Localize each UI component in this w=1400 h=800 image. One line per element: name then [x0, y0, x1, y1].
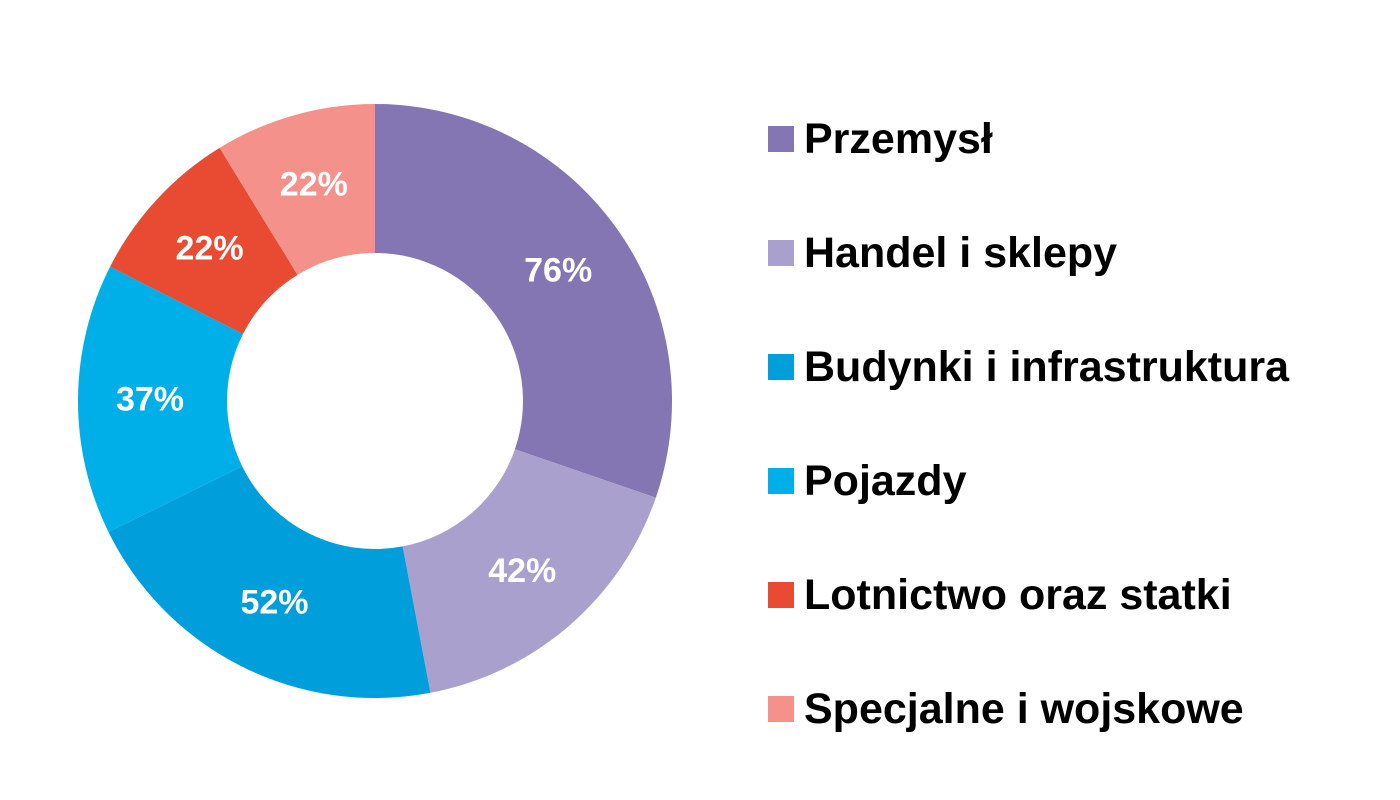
slice-specjalne-i-wojskowe	[219, 104, 375, 275]
slice-label-przemysl: 76%	[524, 251, 592, 289]
legend-item-pojazdy: Pojazdy	[768, 424, 1289, 538]
legend-label: Specjalne i wojskowe	[804, 684, 1244, 733]
slice-label-budynki-i-infrastruktura: 52%	[240, 583, 308, 621]
slice-label-specjalne-i-wojskowe: 22%	[280, 165, 348, 203]
slice-lotnictwo-oraz-statki	[110, 147, 298, 335]
slice-label-handel-i-sklepy: 42%	[488, 552, 556, 590]
legend-swatch	[768, 582, 794, 608]
legend-item-specjalne-i-wojskowe: Specjalne i wojskowe	[768, 652, 1289, 766]
slice-pojazdy	[77, 266, 244, 533]
legend-label: Pojazdy	[804, 456, 967, 505]
slice-przemysl	[375, 104, 672, 498]
legend-item-przemysl: Przemysł	[768, 82, 1289, 196]
legend: Przemysł Handel i sklepy Budynki i infrast…	[768, 82, 1289, 766]
legend-label: Lotnictwo oraz statki	[804, 570, 1232, 619]
slice-handel-i-sklepy	[402, 449, 656, 693]
legend-item-handel-i-sklepy: Handel i sklepy	[768, 196, 1289, 310]
legend-label: Budynki i infrastruktura	[804, 342, 1290, 391]
legend-swatch	[768, 126, 794, 152]
legend-swatch	[768, 696, 794, 722]
slice-label-pojazdy: 37%	[116, 381, 184, 419]
legend-item-budynki-i-infrastruktura: Budynki i infrastruktura	[768, 310, 1289, 424]
legend-swatch	[768, 240, 794, 266]
slice-label-lotnictwo-oraz-statki: 22%	[176, 230, 244, 268]
legend-swatch	[768, 354, 794, 380]
slice-budynki-i-infrastruktura	[108, 466, 431, 698]
donut-slices	[77, 104, 672, 698]
legend-label: Handel i sklepy	[804, 228, 1118, 277]
legend-label: Przemysł	[804, 114, 993, 163]
legend-swatch	[768, 468, 794, 494]
donut-labels: 76% 42% 52% 37% 22% 22%	[116, 165, 592, 621]
legend-item-lotnictwo-oraz-statki: Lotnictwo oraz statki	[768, 538, 1289, 652]
donut-chart: 76% 42% 52% 37% 22% 22%	[77, 104, 672, 698]
